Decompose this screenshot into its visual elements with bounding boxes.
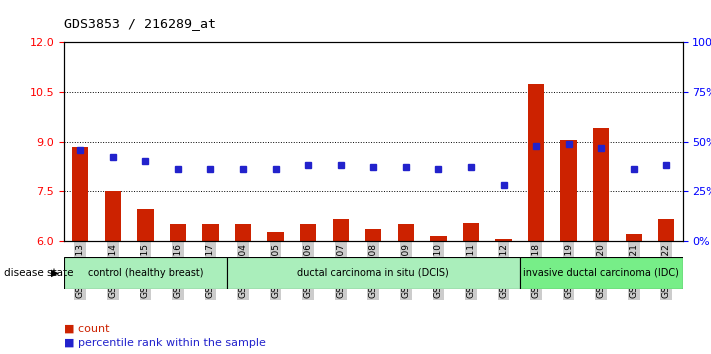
Text: ■ percentile rank within the sample: ■ percentile rank within the sample [64,338,266,348]
Bar [593,129,609,241]
Bar [235,224,251,241]
Bar [137,209,154,241]
Text: invasive ductal carcinoma (IDC): invasive ductal carcinoma (IDC) [523,268,679,278]
Text: GDS3853 / 216289_at: GDS3853 / 216289_at [64,17,216,29]
Bar [203,224,218,241]
Bar [267,233,284,241]
Text: control (healthy breast): control (healthy breast) [87,268,203,278]
Bar [72,147,88,241]
Bar [397,224,414,241]
Text: ductal carcinoma in situ (DCIS): ductal carcinoma in situ (DCIS) [297,268,449,278]
Bar [300,224,316,241]
Bar [626,234,642,241]
Bar [227,257,520,289]
Text: ■ count: ■ count [64,324,109,333]
Bar [463,223,479,241]
Bar [496,239,512,241]
Bar [105,191,121,241]
Bar [365,229,381,241]
Bar [170,224,186,241]
Bar [430,236,447,241]
Bar [64,257,227,289]
Bar [520,257,683,289]
Bar [333,219,349,241]
Bar [560,140,577,241]
Text: ▶: ▶ [51,268,59,278]
Text: disease state: disease state [4,268,73,278]
Bar [528,84,544,241]
Bar [658,219,675,241]
